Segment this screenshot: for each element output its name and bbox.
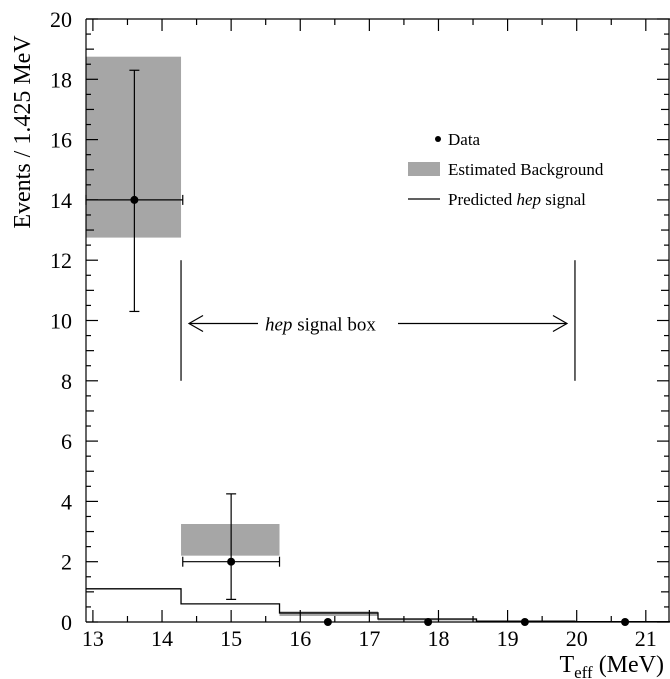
- y-tick-label: 10: [50, 309, 72, 334]
- legend-data-label: Data: [448, 130, 481, 149]
- y-tick-label: 18: [50, 67, 72, 92]
- y-tick-label: 14: [50, 188, 72, 213]
- legend-background-swatch: [408, 162, 440, 176]
- background-band: [279, 611, 378, 616]
- legend: Data Estimated Background Predicted hep si…: [408, 130, 604, 209]
- predicted-signal-line: [86, 588, 670, 623]
- y-axis-label: Events / 1.425 MeV: [10, 35, 36, 229]
- legend-signal-label: Predicted hep signal: [448, 190, 586, 209]
- background-bands: [86, 56, 575, 622]
- legend-background-label: Estimated Background: [448, 160, 604, 179]
- legend-signal-italic: hep: [516, 190, 541, 209]
- y-tick-label: 6: [61, 429, 72, 454]
- x-tick-label: 17: [358, 626, 380, 651]
- legend-data-marker: [435, 136, 441, 142]
- data-point: [227, 557, 236, 566]
- y-tick-label: 16: [50, 128, 72, 153]
- x-tick-label: 21: [635, 626, 657, 651]
- y-tick-label: 12: [50, 248, 72, 273]
- x-axis-label: Teff (MeV): [559, 652, 664, 679]
- x-tick-label: 18: [427, 626, 449, 651]
- y-tick-label: 8: [61, 369, 72, 394]
- predicted-signal: [86, 588, 670, 623]
- x-axis-label-sub: eff: [574, 663, 593, 679]
- arrow-head-left: [187, 314, 204, 333]
- background-band: [181, 524, 280, 556]
- x-tick-label: 15: [220, 626, 242, 651]
- legend-signal-prefix: Predicted: [448, 190, 516, 209]
- x-tick-label: 19: [497, 626, 519, 651]
- axes: 13 14 15 16 17 18 19 20 21 0 2 4 6 8 10 12 14 16 18 20 Event…: [10, 7, 670, 679]
- signal-box-label: hep signal box: [265, 315, 376, 336]
- x-axis-label-main: T: [559, 652, 574, 678]
- signal-box-label-rest: signal box: [292, 315, 376, 336]
- arrow-head-right: [552, 314, 569, 333]
- x-tick-label: 14: [151, 626, 173, 651]
- y-tick-label: 4: [61, 489, 72, 514]
- y-tick-label: 2: [61, 550, 72, 575]
- x-tick-label: 20: [566, 626, 588, 651]
- x-tick-label: 13: [82, 626, 104, 651]
- signal-box-label-italic: hep: [265, 315, 292, 336]
- signal-box-annotation: hep signal box: [180, 260, 576, 381]
- data-point: [130, 195, 139, 204]
- x-tick-label: 16: [289, 626, 311, 651]
- legend-signal-rest: signal: [541, 190, 586, 209]
- y-tick-label: 0: [61, 610, 72, 635]
- y-tick-label: 20: [50, 7, 72, 32]
- x-axis-label-unit: (MeV): [593, 652, 664, 678]
- background-band: [86, 56, 182, 238]
